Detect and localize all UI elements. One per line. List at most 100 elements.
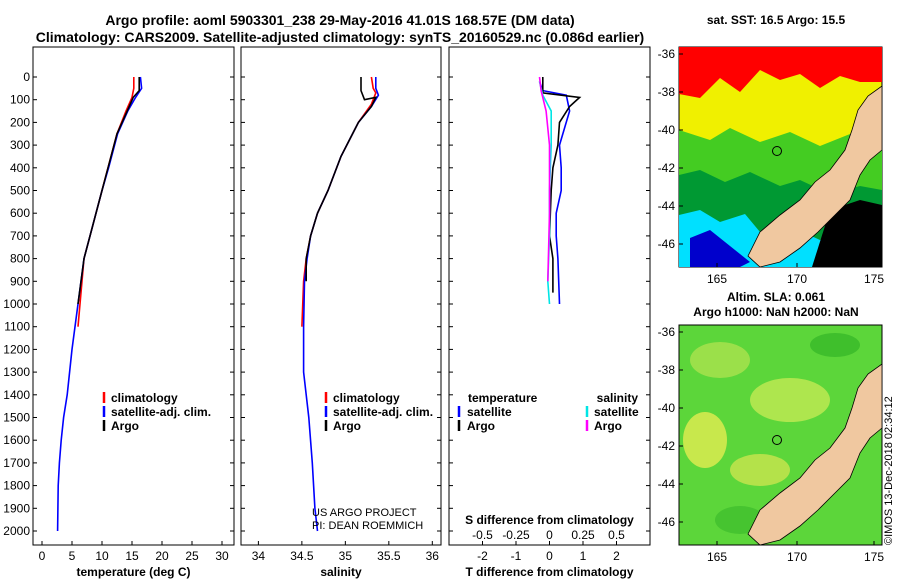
title-line-2: Climatology: CARS2009. Satellite-adjuste… bbox=[36, 29, 644, 45]
x-tick-label: 2 bbox=[613, 549, 620, 563]
salinity-profile: 34 34.5 35 35.5 36 salinity climatologysatelli… bbox=[240, 46, 442, 579]
y-tick-label: 1900 bbox=[3, 501, 30, 515]
legend-label: Argo bbox=[594, 419, 622, 433]
map-y-tick-label: -40 bbox=[658, 123, 676, 137]
y-tick-label: 1600 bbox=[3, 433, 30, 447]
y-tick-label: 800 bbox=[10, 252, 30, 266]
sst-map bbox=[678, 46, 883, 268]
x-tick-label: 34 bbox=[252, 549, 266, 563]
legend-label: satellite-adj. clim. bbox=[333, 405, 433, 419]
x-tick-label: 1 bbox=[580, 549, 587, 563]
sst-cold-region-west bbox=[690, 230, 750, 267]
top-x-tick-label: 0.25 bbox=[571, 528, 595, 542]
legend-label: satellite bbox=[467, 405, 512, 419]
top-x-tick-label: 0 bbox=[546, 528, 553, 542]
map-y-tick-label: -38 bbox=[658, 363, 676, 377]
y-tick-label: 300 bbox=[10, 138, 30, 152]
legend-label: satellite-adj. clim. bbox=[111, 405, 211, 419]
project-annotation: PI: DEAN ROEMMICH bbox=[312, 520, 423, 532]
y-tick-label: 1800 bbox=[3, 479, 30, 493]
sla-map bbox=[678, 324, 883, 546]
x-tick-label: 25 bbox=[185, 549, 199, 563]
imos-stamp: ©IMOS 13-Dec-2018 02:34:12 bbox=[883, 396, 895, 545]
y-tick-label: 2000 bbox=[3, 524, 30, 538]
series-line-t-satellite bbox=[538, 81, 571, 305]
y-tick-label: 0 bbox=[23, 70, 30, 84]
map-y-tick-label: -42 bbox=[658, 439, 676, 453]
map-x-tick-label: 170 bbox=[787, 272, 807, 286]
sla-blob bbox=[810, 333, 860, 357]
map-x-tick-label: 175 bbox=[864, 272, 884, 286]
map-x-tick-label: 175 bbox=[864, 550, 884, 564]
sla-blob bbox=[690, 342, 750, 378]
sst-warm-region bbox=[679, 47, 882, 98]
series-line-argo bbox=[305, 77, 378, 282]
map-y-tick-label: -42 bbox=[658, 161, 676, 175]
sla-map-title-1: Altim. SLA: 0.061 bbox=[727, 290, 825, 304]
map-y-tick-label: -44 bbox=[658, 477, 676, 491]
project-annotation: US ARGO PROJECT bbox=[312, 507, 417, 519]
sla-argo-location-marker bbox=[772, 435, 782, 445]
legend-label: climatology bbox=[333, 391, 400, 405]
sla-blob bbox=[750, 378, 830, 422]
legend-label: satellite bbox=[594, 405, 639, 419]
legend-label: Argo bbox=[333, 419, 361, 433]
series-line-satellite-adj-clim- bbox=[302, 77, 380, 532]
x-tick-label: 35 bbox=[339, 549, 353, 563]
x-axis-label: salinity bbox=[320, 565, 362, 579]
x-tick-label: -2 bbox=[477, 549, 488, 563]
temperature-profile: 0100200300400500600700800900100011001200… bbox=[3, 46, 235, 579]
sla-land bbox=[747, 363, 883, 546]
x-tick-label: 15 bbox=[125, 549, 139, 563]
x-axis-label: T difference from climatology bbox=[465, 565, 633, 579]
map-y-tick-label: -46 bbox=[658, 515, 676, 529]
top-x-tick-label: -0.5 bbox=[472, 528, 493, 542]
map-y-tick-label: -36 bbox=[658, 325, 676, 339]
top-x-axis-label: S difference from climatology bbox=[465, 513, 634, 527]
map-y-tick-label: -38 bbox=[658, 85, 676, 99]
map-x-tick-label: 165 bbox=[707, 550, 727, 564]
top-x-tick-label: 0.5 bbox=[608, 528, 625, 542]
plot-frame bbox=[240, 46, 442, 546]
y-tick-label: 200 bbox=[10, 115, 30, 129]
sla-blob bbox=[730, 454, 790, 486]
map-y-tick-label: -46 bbox=[658, 237, 676, 251]
sst-map-title: sat. SST: 16.5 Argo: 15.5 bbox=[707, 13, 846, 27]
x-tick-label: 35.5 bbox=[377, 549, 401, 563]
map-y-tick-label: -44 bbox=[658, 199, 676, 213]
x-tick-label: 10 bbox=[95, 549, 109, 563]
legend-title-salinity: salinity bbox=[597, 391, 639, 405]
x-tick-label: 30 bbox=[215, 549, 229, 563]
y-tick-label: 1300 bbox=[3, 365, 30, 379]
map-x-tick-label: 170 bbox=[787, 550, 807, 564]
x-tick-label: 5 bbox=[69, 549, 76, 563]
top-x-tick-label: -0.25 bbox=[502, 528, 530, 542]
map-y-tick-label: -36 bbox=[658, 47, 676, 61]
y-tick-label: 1500 bbox=[3, 411, 30, 425]
legend-label: climatology bbox=[111, 391, 178, 405]
sla-blob bbox=[683, 412, 727, 468]
y-tick-label: 400 bbox=[10, 161, 30, 175]
title-line-1: Argo profile: aoml 5903301_238 29-May-20… bbox=[105, 12, 574, 28]
sla-map-title-2: Argo h1000: NaN h2000: NaN bbox=[693, 305, 858, 319]
x-tick-label: 34.5 bbox=[290, 549, 314, 563]
y-tick-label: 1700 bbox=[3, 456, 30, 470]
x-tick-label: 0 bbox=[546, 549, 553, 563]
x-tick-label: -1 bbox=[511, 549, 522, 563]
y-tick-label: 700 bbox=[10, 229, 30, 243]
legend-title-temperature: temperature bbox=[468, 391, 538, 405]
x-tick-label: 20 bbox=[155, 549, 169, 563]
sst-argo-location-marker bbox=[772, 146, 782, 156]
y-tick-label: 900 bbox=[10, 274, 30, 288]
map-x-tick-label: 165 bbox=[707, 272, 727, 286]
y-tick-label: 100 bbox=[10, 93, 30, 107]
y-tick-label: 1400 bbox=[3, 388, 30, 402]
legend-label: Argo bbox=[111, 419, 139, 433]
y-tick-label: 1000 bbox=[3, 297, 30, 311]
map-y-tick-label: -40 bbox=[658, 401, 676, 415]
sst-land bbox=[747, 85, 883, 268]
x-axis-label: temperature (deg C) bbox=[76, 565, 190, 579]
plot-frame bbox=[32, 46, 235, 546]
series-line-satellite-adj-clim- bbox=[56, 76, 143, 532]
